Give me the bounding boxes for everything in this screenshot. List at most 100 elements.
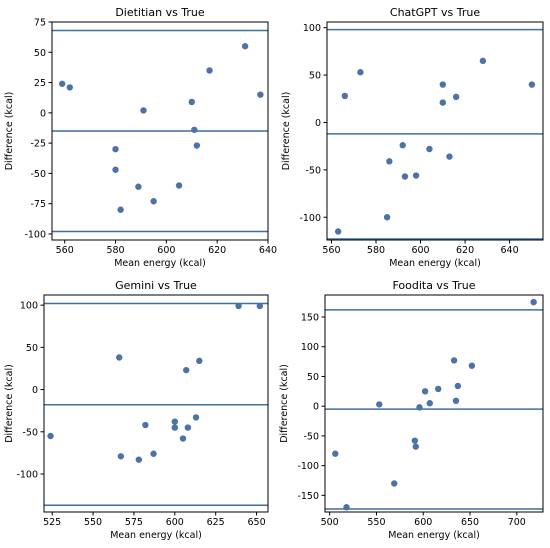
chart-panel-4: 500 550 600 650 700 -150 -100 -50 0 50 100 150 Foodi… [279,279,544,541]
data-point [117,206,124,213]
y-tick-label: -150 [297,491,319,502]
data-point [411,437,419,444]
data-point [150,450,157,457]
data-point [412,172,420,179]
y-tick-label: -50 [22,427,38,438]
y-tick-label: -50 [30,169,46,180]
x-tick-label: 560 [56,245,74,256]
data-point [452,397,460,405]
x-axis-label: Mean energy (kcal) [389,258,481,269]
data-point [142,421,149,429]
y-tick-label: 50 [307,372,319,383]
y-tick-label: -100 [297,461,319,472]
y-axis-label: Difference (kcal) [279,364,290,443]
data-point [171,418,179,425]
data-point [450,357,458,364]
chart-title: Dietitian vs True [115,6,205,19]
plot-frame [43,294,269,513]
y-tick-label: 75 [34,18,46,29]
data-point [183,366,190,374]
y-tick-label: 50 [34,48,46,59]
y-tick-label: -50 [305,165,321,176]
data-point [116,354,123,361]
data-point [399,142,406,149]
x-axis-label: Mean energy (kcal) [388,530,480,541]
data-point [454,382,462,390]
y-tick-label: 100 [303,23,321,34]
x-axis-label: Mean energy (kcal) [110,530,202,541]
x-tick-label: 640 [259,245,277,256]
data-point [241,43,249,50]
data-point [401,173,409,180]
x-tick-label: 700 [508,517,526,528]
data-point [112,166,119,173]
data-point [150,198,157,205]
y-axis-label: Difference (kcal) [4,92,15,171]
y-tick-label: -100 [299,213,321,224]
y-tick-label: -50 [303,431,319,442]
x-tick-label: 580 [106,245,124,256]
x-tick-label: 650 [461,517,479,528]
chart-panel-2: 560 580 600 620 640 -100 -50 0 50 100 ChatGPT vs T… [281,6,544,269]
data-point [391,480,398,487]
data-point [191,126,198,133]
data-point [426,400,433,407]
chart-panel-3: 525 550 575 600 625 650 -100 -50 0 50 100 Gemini vs… [4,279,269,541]
y-axis-label: Difference (kcal) [281,92,292,171]
data-point [188,98,195,106]
data-point [452,93,460,101]
data-point [112,145,119,153]
data-point [206,67,213,74]
data-point [416,404,423,411]
data-point [179,435,187,442]
data-point [412,443,419,450]
data-point [47,432,54,440]
x-tick-label: 575 [125,517,143,528]
data-point [343,504,350,511]
y-tick-label: 25 [34,78,46,89]
x-tick-label: 600 [166,517,184,528]
x-tick-label: 560 [322,245,340,256]
data-point [439,99,446,106]
x-tick-label: 500 [321,517,339,528]
data-point [383,214,391,221]
y-tick-label: -100 [16,470,38,481]
y-tick-label: 50 [309,71,321,82]
x-tick-label: 580 [367,245,385,256]
data-point [479,57,487,65]
plot-frame [51,21,269,241]
data-point [192,414,200,421]
y-tick-label: 0 [32,385,38,396]
plot-frame [324,294,544,513]
y-tick-label: 100 [20,301,38,312]
data-point [184,424,192,431]
chart-title: Gemini vs True [115,279,197,292]
x-tick-label: 550 [367,517,385,528]
data-point [117,453,125,460]
data-point [332,450,339,457]
data-point [426,145,433,153]
y-tick-label: 100 [301,342,319,353]
chart-title: Foodita vs True [392,279,475,292]
data-point [446,153,453,160]
data-point [235,302,242,310]
data-point [468,362,476,369]
x-tick-label: 525 [43,517,61,528]
data-point [528,81,536,88]
data-point [435,385,442,393]
x-tick-label: 625 [207,517,225,528]
data-point [171,424,179,431]
data-point [386,158,393,165]
chart-title: ChatGPT vs True [390,6,480,19]
y-tick-label: 150 [301,312,319,323]
y-axis-label: Difference (kcal) [4,364,15,443]
data-point [256,302,264,310]
plot-frame [326,21,544,241]
data-point [135,183,142,190]
y-tick-label: 0 [315,118,321,129]
data-point [135,456,143,463]
y-tick-label: 50 [26,343,38,354]
data-point [196,357,203,365]
data-point [439,81,446,88]
